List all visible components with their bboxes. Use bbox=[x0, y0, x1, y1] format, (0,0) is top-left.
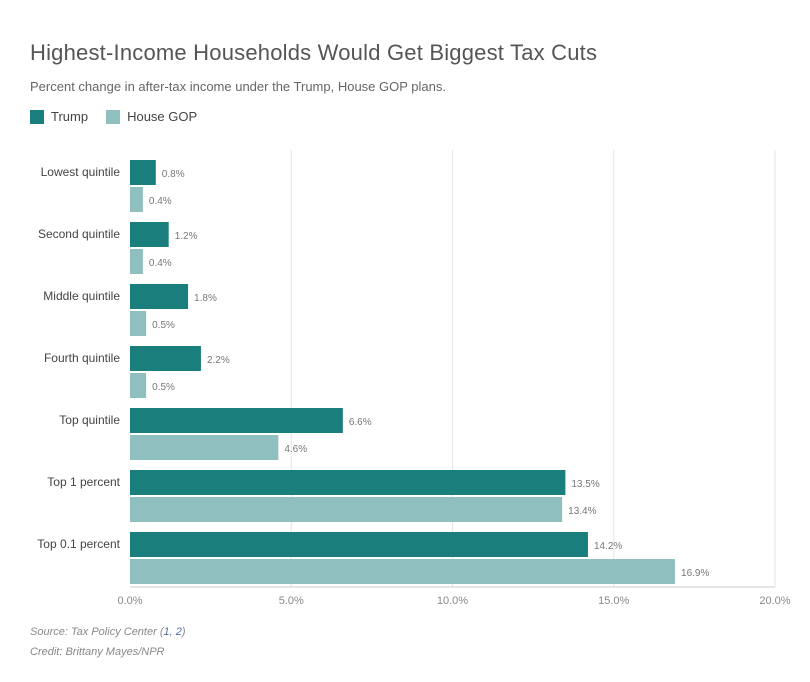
bar-house-gop bbox=[130, 311, 147, 336]
category-label: Top 0.1 percent bbox=[37, 537, 120, 551]
category-label: Top quintile bbox=[59, 413, 120, 427]
source-link-2[interactable]: 2 bbox=[175, 626, 182, 638]
bar-trump bbox=[130, 408, 343, 433]
data-label: 1.2% bbox=[175, 231, 198, 242]
category-label: Top 1 percent bbox=[47, 475, 120, 489]
data-label: 0.4% bbox=[149, 258, 172, 269]
legend-item-trump: Trump bbox=[30, 109, 88, 124]
source-separator: , bbox=[169, 626, 176, 638]
bar-house-gop bbox=[130, 249, 143, 274]
credit-note: Credit: Brittany Mayes/NPR bbox=[30, 646, 165, 658]
bar-trump bbox=[130, 346, 201, 371]
legend-swatch-trump bbox=[30, 109, 44, 124]
data-label: 2.2% bbox=[207, 355, 230, 366]
x-tick-label: 0.0% bbox=[117, 595, 142, 607]
bar-house-gop bbox=[130, 435, 279, 460]
data-label: 13.4% bbox=[568, 506, 596, 517]
data-label: 0.5% bbox=[152, 320, 175, 331]
category-label: Fourth quintile bbox=[44, 351, 120, 365]
category-label: Middle quintile bbox=[43, 289, 120, 303]
data-label: 6.6% bbox=[349, 417, 372, 428]
legend: Trump House GOP bbox=[30, 109, 215, 124]
x-tick-label: 15.0% bbox=[598, 595, 629, 607]
chart-title: Highest-Income Households Would Get Bigg… bbox=[30, 40, 598, 65]
source-suffix: ) bbox=[181, 626, 186, 638]
source-note: Source: Tax Policy Center (1, 2) bbox=[30, 626, 186, 638]
data-label: 0.5% bbox=[152, 382, 175, 393]
x-tick-label: 10.0% bbox=[437, 595, 468, 607]
data-label: 0.8% bbox=[162, 169, 185, 180]
category-label: Second quintile bbox=[38, 227, 120, 241]
bar-house-gop bbox=[130, 497, 563, 522]
bar-trump bbox=[130, 222, 169, 247]
bar-trump bbox=[130, 532, 588, 557]
data-label: 0.4% bbox=[149, 196, 172, 207]
source-link-1[interactable]: 1 bbox=[163, 626, 170, 638]
category-label: Lowest quintile bbox=[41, 165, 121, 179]
data-label: 14.2% bbox=[594, 541, 622, 552]
legend-item-house-gop: House GOP bbox=[106, 109, 197, 124]
bar-house-gop bbox=[130, 187, 143, 212]
bar-trump bbox=[130, 470, 566, 495]
bar-trump bbox=[130, 160, 156, 185]
x-tick-label: 5.0% bbox=[279, 595, 304, 607]
data-label: 4.6% bbox=[284, 444, 307, 455]
data-label: 13.5% bbox=[571, 479, 599, 490]
data-label: 16.9% bbox=[681, 568, 709, 579]
source-prefix: Source: Tax Policy Center ( bbox=[30, 626, 164, 638]
legend-label-trump: Trump bbox=[51, 109, 89, 124]
x-tick-label: 20.0% bbox=[759, 595, 790, 607]
legend-swatch-house-gop bbox=[106, 109, 121, 124]
bar-house-gop bbox=[130, 373, 147, 398]
data-label: 1.8% bbox=[194, 293, 217, 304]
chart-subtitle: Percent change in after-tax income under… bbox=[30, 79, 446, 94]
bar-chart: 0.0% 5.0% 10.0% 15.0% 20.0% Lowest quintile 0.… bbox=[37, 150, 791, 607]
legend-label-house-gop: House GOP bbox=[127, 109, 198, 124]
bar-house-gop bbox=[130, 559, 676, 584]
bar-trump bbox=[130, 284, 189, 309]
